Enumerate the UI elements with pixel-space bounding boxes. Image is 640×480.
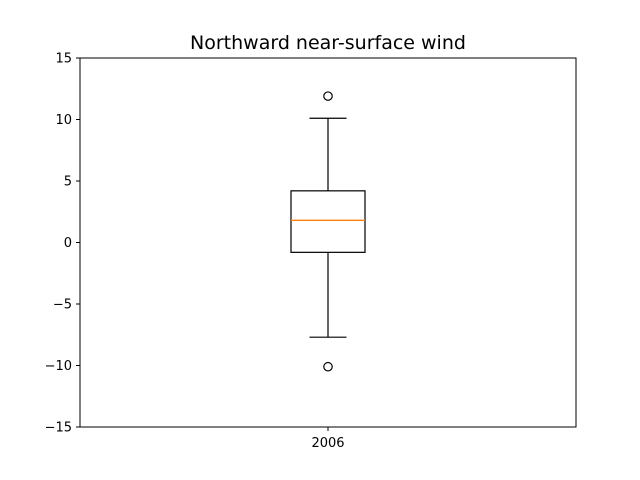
y-tick-label: 10 [55, 113, 72, 128]
y-tick-label: −5 [53, 298, 72, 313]
outlier-point [323, 361, 333, 372]
y-tick-label: −15 [45, 421, 72, 436]
axes-frame [79, 57, 577, 428]
y-tick-label: 0 [64, 236, 72, 251]
chart-title: Northward near-surface wind [190, 32, 466, 54]
plot-area: −15 −10 −5 0 5 10 15 2006 [45, 52, 366, 451]
y-tick-label: −10 [45, 359, 72, 374]
outlier-point [323, 91, 333, 101]
x-tick-label: 2006 [311, 436, 344, 451]
y-tick-label: 15 [55, 52, 72, 67]
y-tick-label: 5 [64, 175, 72, 190]
interquartile-box [290, 190, 366, 253]
